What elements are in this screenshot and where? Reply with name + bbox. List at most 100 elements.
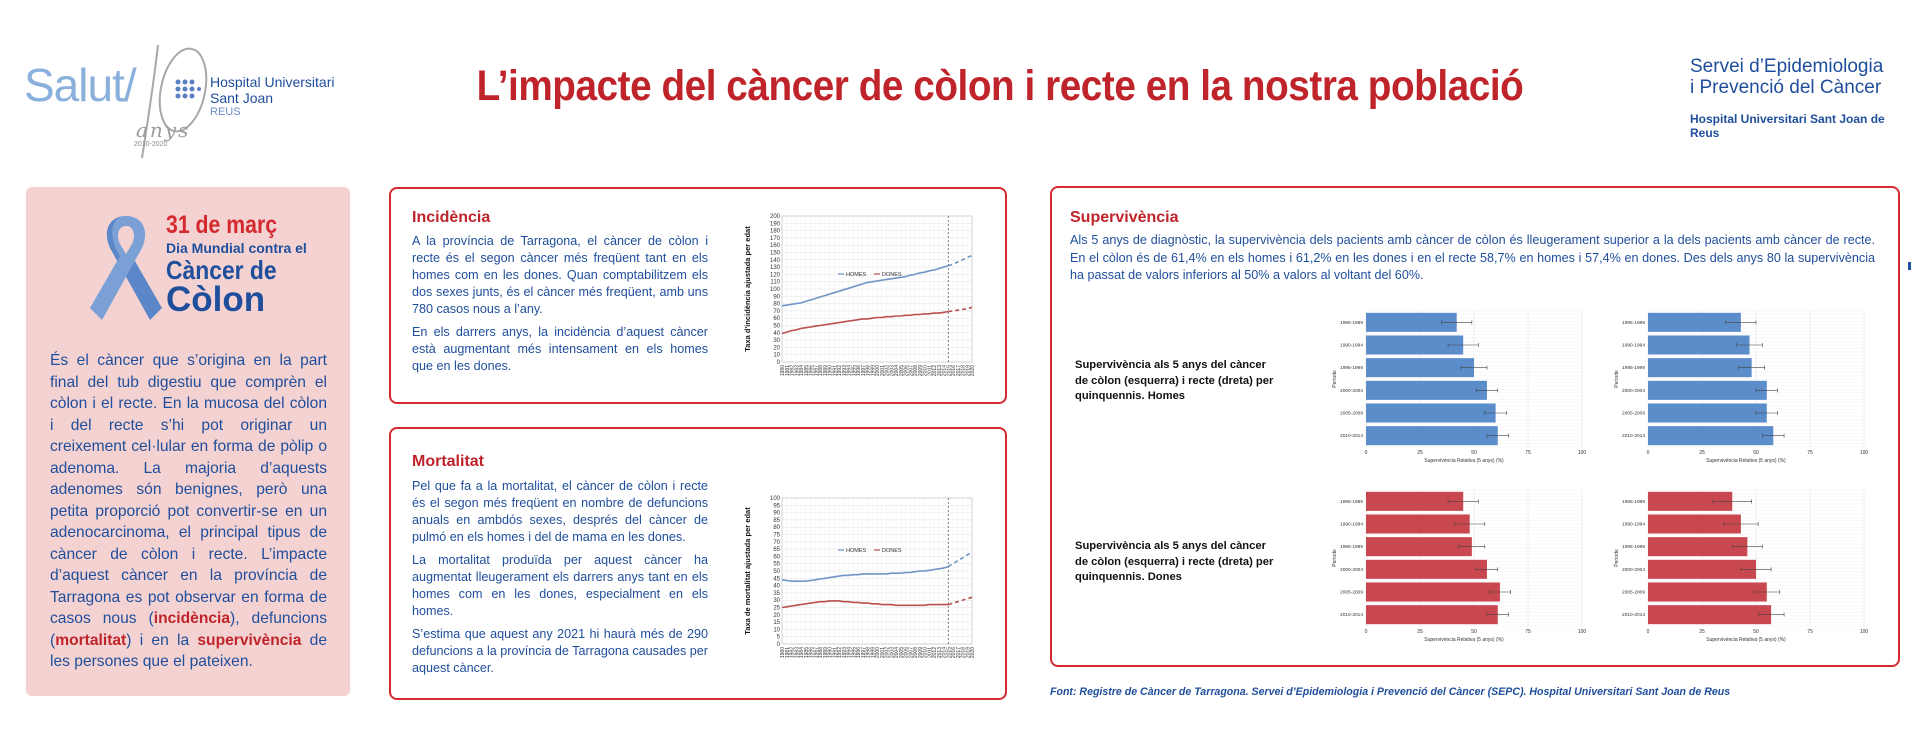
y-tick-label: 2000-2004: [1622, 567, 1645, 573]
y-tick-label: 0: [777, 360, 781, 366]
event-date: 31 de març: [166, 211, 278, 239]
y-axis-label: Període: [1614, 549, 1620, 567]
x-tick-label: 1989: [823, 365, 829, 376]
x-tick-label: 2017: [956, 647, 962, 658]
legend-label: DONES: [882, 272, 902, 278]
y-tick-label: 160: [770, 243, 781, 249]
x-tick-label: 1987: [813, 365, 819, 376]
x-tick-label: 2005: [899, 647, 905, 658]
bar: [1366, 605, 1498, 625]
y-tick-label: 20: [773, 613, 780, 619]
x-tick-label: 2012: [932, 647, 938, 658]
x-tick-label: 1995: [851, 365, 857, 376]
bar: [1366, 491, 1464, 511]
y-tick-label: 200: [770, 214, 781, 220]
x-tick-label: 1982: [790, 647, 796, 658]
y-tick-label: 120: [770, 272, 781, 278]
y-tick-label: 1995-1999: [1340, 544, 1363, 550]
y-tick-label: 20: [773, 345, 780, 351]
event-cancer-de: Càncer de: [166, 255, 277, 285]
x-axis-label: Supervivència Relativa (5 anys) (%): [1706, 458, 1786, 464]
y-tick-label: 1985-1989: [1622, 320, 1645, 326]
x-tick-label: 1994: [847, 647, 853, 658]
intro-part3: ) i en la: [126, 631, 198, 649]
bar: [1648, 514, 1741, 534]
y-tick-label: 2005-2009: [1622, 590, 1645, 596]
x-tick-label: 2010: [923, 647, 929, 658]
y-tick-label: 55: [773, 562, 780, 568]
x-tick-label: 2013: [937, 365, 943, 376]
x-tick-label: 2016: [951, 647, 957, 658]
x-tick-label: 1984: [799, 365, 805, 376]
bar: [1366, 380, 1487, 400]
x-tick-label: 1990: [828, 647, 834, 658]
x-tick-label: 100: [1860, 450, 1869, 456]
y-tick-label: 95: [773, 503, 780, 509]
bar: [1648, 312, 1741, 332]
x-tick-label: 1989: [823, 647, 829, 658]
x-tick-label: 100: [1860, 629, 1869, 635]
event-colon: Còlon: [166, 280, 266, 319]
y-tick-label: 2000-2004: [1622, 388, 1645, 394]
logo-years-text: 2010-2020: [134, 141, 168, 148]
y-tick-label: 75: [773, 533, 780, 539]
x-tick-label: 1980: [780, 647, 786, 658]
y-tick-label: 110: [770, 280, 780, 286]
intro-part4: de les persones que el pateixen.: [50, 631, 327, 671]
x-tick-label: 2012: [932, 365, 938, 376]
bar: [1366, 335, 1464, 355]
y-tick-label: 15: [773, 620, 780, 626]
servei-line2: i Prevenció del Càncer: [1690, 77, 1882, 98]
y-axis-label: Període: [1332, 549, 1338, 567]
y-tick-label: 65: [773, 547, 780, 553]
source-footer: Font: Registre de Càncer de Tarragona. S…: [1050, 686, 1731, 698]
x-tick-label: 1986: [809, 365, 815, 376]
x-tick-label: 1982: [790, 365, 796, 376]
y-tick-label: 50: [773, 569, 780, 575]
y-tick-label: 5: [777, 635, 781, 641]
bar: [1366, 403, 1496, 423]
intro-part1: És el càncer que s’origina en la part fi…: [50, 352, 327, 627]
x-tick-label: 0: [1647, 629, 1650, 635]
bar: [1366, 426, 1498, 446]
x-tick-label: 2017: [956, 365, 962, 376]
y-tick-label: 2005-2009: [1340, 590, 1363, 596]
x-tick-label: 2011: [927, 647, 933, 658]
x-tick-label: 1985: [804, 647, 810, 658]
supervivencia-title: Supervivència: [1070, 209, 1179, 226]
y-tick-label: 170: [770, 236, 781, 242]
x-tick-label: 25: [1417, 629, 1423, 635]
x-tick-label: 1994: [847, 365, 853, 376]
bar-chart-recte-homes: 0 25 50 75 100 1985-1989 1990-1994 1995-1999 200…: [1612, 307, 1872, 467]
y-tick-label: 150: [770, 251, 781, 257]
bar: [1648, 403, 1767, 423]
servei-hospital: Hospital Universitari Sant Joan de Reus: [1690, 112, 1885, 140]
y-tick-label: 70: [773, 540, 780, 546]
x-tick-label: 50: [1753, 629, 1759, 635]
page-title: L’impacte del càncer de còlon i recte en…: [476, 62, 1524, 110]
logo-dots: [175, 79, 201, 99]
servei-line1: Servei d’Epidemiologia: [1690, 56, 1884, 77]
y-tick-label: 1995-1999: [1622, 365, 1645, 371]
y-tick-label: 80: [773, 525, 780, 531]
x-tick-label: 2016: [951, 365, 957, 376]
bar: [1648, 380, 1767, 400]
y-tick-label: 2000-2004: [1340, 388, 1363, 394]
mortalitat-title: Mortalitat: [412, 453, 484, 470]
x-tick-label: 2001: [880, 647, 886, 658]
y-tick-label: 10: [773, 627, 780, 633]
hospital-logo-text: Hospital Universitari Sant Joan: [210, 74, 334, 106]
x-tick-label: 0: [1365, 629, 1368, 635]
x-tick-label: 1990: [828, 365, 834, 376]
x-tick-label: 75: [1525, 450, 1531, 456]
y-tick-label: 50: [773, 324, 780, 330]
caption-homes: Supervivència als 5 anys del càncer de c…: [1075, 359, 1274, 402]
x-tick-label: 2005: [899, 365, 905, 376]
x-tick-label: 50: [1753, 450, 1759, 456]
bar: [1648, 358, 1752, 378]
y-tick-label: 2000-2004: [1340, 567, 1363, 573]
bar-chart-colon-homes: 0 25 50 75 100 1985-1989 1990-1994 1995-1999 200…: [1330, 307, 1590, 467]
legend-label: HOMES: [846, 548, 867, 554]
y-tick-label: 2005-2009: [1622, 411, 1645, 417]
x-tick-label: 1985: [804, 365, 810, 376]
